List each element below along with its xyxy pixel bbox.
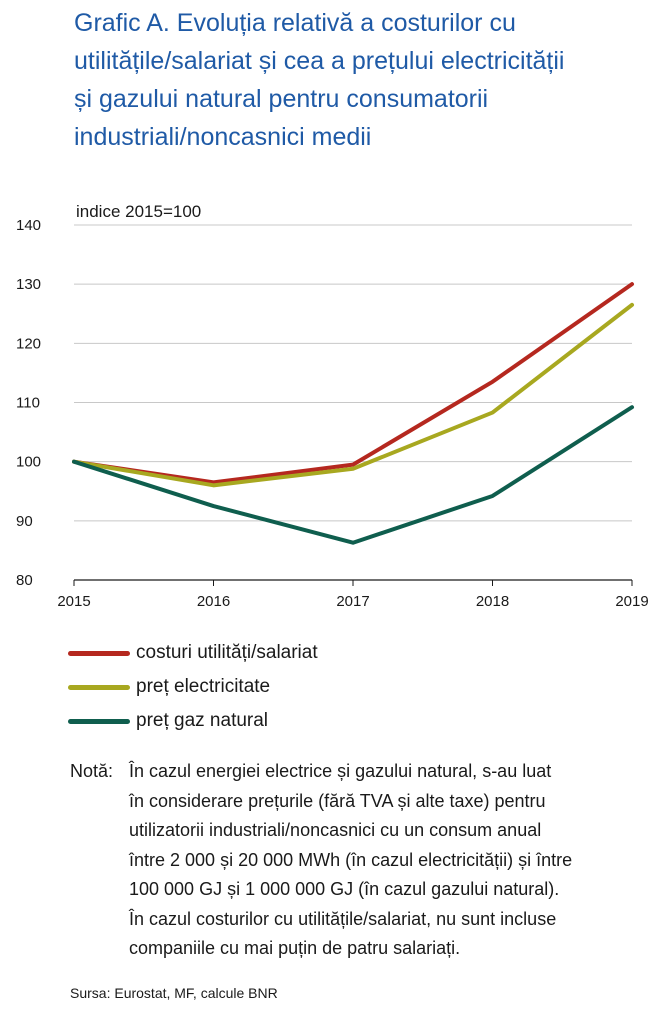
- line-chart: 80 90 100 110 120 130 140 2015 2016 2017 2018 2019…: [16, 202, 649, 610]
- legend-label: preț electricitate: [136, 676, 271, 697]
- x-tick-label: 2018: [476, 593, 509, 610]
- legend-swatch: [68, 684, 130, 690]
- note: Notă: În cazul energiei electrice și gaz…: [70, 757, 660, 964]
- chart-title: Grafic A. Evoluția relativă a costurilor…: [74, 4, 654, 156]
- x-tick-label: 2019: [615, 593, 648, 610]
- y-tick-label: 100: [16, 454, 41, 471]
- note-line: în considerare prețurile (fără TVA și al…: [129, 790, 546, 811]
- y-axis-unit-label: indice 2015=100: [76, 202, 201, 221]
- y-tick-label: 90: [16, 513, 33, 530]
- x-tick-label: 2017: [336, 593, 369, 610]
- legend-item: costuri utilități/salariat: [68, 636, 318, 670]
- y-tick-label: 110: [16, 395, 40, 412]
- note-line: 100 000 GJ și 1 000 000 GJ (în cazul gaz…: [129, 879, 560, 899]
- series-lines: [72, 282, 634, 545]
- x-tick-label: 2016: [197, 593, 230, 610]
- legend-item: preț electricitate: [68, 670, 318, 704]
- note-line: În cazul costurilor cu utilitățile/salar…: [129, 908, 557, 929]
- legend-label: preț gaz natural: [136, 710, 269, 731]
- y-axis-ticks: 80 90 100 110 120 130 140: [16, 217, 41, 589]
- chart-legend: costuri utilități/salariat preț electrici…: [68, 636, 318, 738]
- note-label: Notă:: [70, 761, 114, 781]
- legend-swatch: [68, 718, 130, 724]
- note-line: companiile cu mai puțin de patru salaria…: [129, 938, 461, 958]
- legend-swatch: [68, 650, 130, 656]
- title-line: industriali/noncasnici medii: [74, 123, 372, 151]
- source-note: Sursa: Eurostat, MF, calcule BNR: [70, 985, 278, 1001]
- y-tick-label: 80: [16, 572, 33, 589]
- title-line: Grafic A. Evoluția relativă a costurilor…: [74, 9, 516, 37]
- y-tick-label: 140: [16, 217, 41, 234]
- series-line-1: [72, 282, 634, 485]
- legend-label: costuri utilități/salariat: [136, 642, 318, 663]
- note-line: În cazul energiei electrice și gazului n…: [129, 761, 552, 781]
- legend-item: preț gaz natural: [68, 704, 318, 738]
- x-axis-ticks: 2015 2016 2017 2018 2019: [57, 580, 649, 610]
- y-tick-label: 130: [16, 276, 41, 293]
- note-line: între 2 000 și 20 000 MWh (în cazul elec…: [129, 849, 573, 870]
- y-tick-label: 120: [16, 335, 41, 352]
- x-tick-label: 2015: [57, 593, 90, 610]
- note-line: utilizatorii industriali/noncasnici cu u…: [129, 820, 542, 840]
- title-line: și gazului natural pentru consumatorii: [74, 85, 489, 113]
- title-line: utilitățile/salariat și cea a prețului e…: [74, 47, 565, 75]
- gridlines: [74, 224, 632, 522]
- note-body: În cazul energiei electrice și gazului n…: [129, 757, 660, 964]
